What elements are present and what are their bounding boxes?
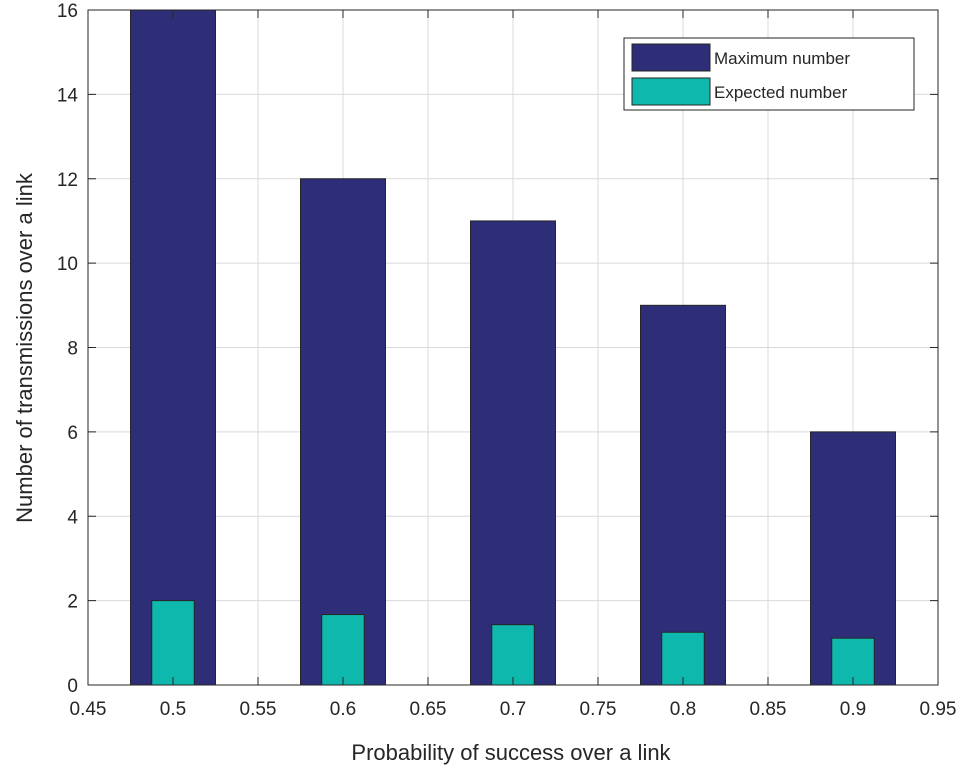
- x-tick-label: 0.75: [580, 699, 617, 720]
- axes: [87, 9, 939, 686]
- legend: Maximum number Expected number: [623, 37, 915, 111]
- y-tick-label: 12: [57, 170, 78, 191]
- legend-label-expected: Expected number: [714, 83, 848, 102]
- x-tick-label: 0.85: [750, 699, 787, 720]
- bar-maximum: [300, 178, 386, 686]
- y-tick-label: 2: [67, 592, 78, 613]
- y-tick-label: 14: [57, 85, 79, 106]
- x-tick-label: 0.45: [70, 699, 107, 720]
- x-tick-label: 0.95: [920, 699, 957, 720]
- x-axis-label: Probability of success over a link: [351, 740, 671, 765]
- y-tick-label: 6: [67, 423, 78, 444]
- x-tick-label: 0.5: [160, 699, 186, 720]
- bar-expected: [151, 600, 195, 686]
- y-tick-label: 16: [57, 1, 78, 22]
- legend-swatch-maximum: [631, 43, 711, 72]
- y-tick-label: 0: [67, 676, 78, 697]
- legend-swatch-expected: [631, 77, 711, 106]
- x-tick-label: 0.8: [670, 699, 696, 720]
- bar-maximum: [130, 9, 216, 686]
- bar-maximum: [640, 304, 726, 686]
- bars: [130, 9, 896, 686]
- tick-labels: 0.45 0.5 0.55 0.6 0.65 0.7 0.75 0.8 0.85 0.9 0.95 0…: [57, 1, 957, 720]
- x-tick-label: 0.9: [840, 699, 866, 720]
- y-tick-label: 10: [57, 254, 78, 275]
- bar-expected: [661, 631, 705, 686]
- y-tick-label: 4: [67, 507, 78, 528]
- x-tick-label: 0.6: [330, 699, 356, 720]
- y-tick-label: 8: [67, 339, 78, 360]
- x-tick-label: 0.65: [410, 699, 447, 720]
- bar-expected: [491, 624, 535, 686]
- bar-maximum: [470, 220, 556, 686]
- legend-label-maximum: Maximum number: [714, 49, 850, 68]
- x-tick-label: 0.55: [240, 699, 277, 720]
- x-tick-label: 0.7: [500, 699, 526, 720]
- bar-expected: [321, 614, 365, 686]
- y-axis-label: Number of transmissions over a link: [12, 172, 37, 523]
